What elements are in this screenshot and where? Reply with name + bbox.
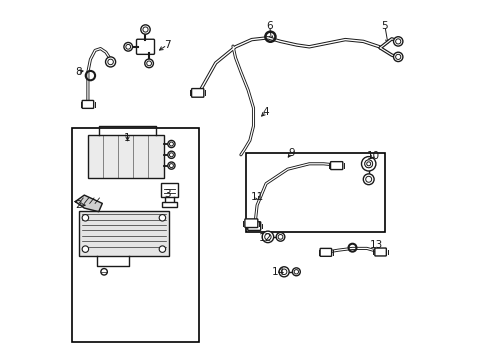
- Circle shape: [167, 162, 175, 169]
- Circle shape: [366, 162, 370, 166]
- Text: 1: 1: [124, 132, 131, 143]
- Text: 11: 11: [250, 192, 263, 202]
- Circle shape: [82, 215, 88, 221]
- Circle shape: [159, 246, 165, 252]
- Circle shape: [169, 163, 173, 167]
- Circle shape: [292, 268, 300, 276]
- Bar: [88, 135, 163, 178]
- FancyBboxPatch shape: [374, 248, 386, 256]
- FancyBboxPatch shape: [82, 100, 94, 108]
- Circle shape: [281, 269, 286, 275]
- Circle shape: [159, 215, 165, 221]
- Circle shape: [142, 27, 148, 32]
- FancyBboxPatch shape: [191, 89, 203, 97]
- Circle shape: [141, 25, 150, 34]
- Text: 8: 8: [75, 67, 81, 77]
- Circle shape: [262, 231, 273, 243]
- Circle shape: [365, 176, 371, 182]
- Circle shape: [395, 54, 400, 59]
- Circle shape: [105, 57, 115, 67]
- Circle shape: [361, 157, 375, 171]
- Circle shape: [144, 59, 153, 68]
- Circle shape: [125, 44, 130, 49]
- Text: 14: 14: [271, 267, 285, 277]
- Circle shape: [395, 39, 400, 44]
- Circle shape: [107, 59, 113, 65]
- Circle shape: [278, 234, 282, 239]
- FancyBboxPatch shape: [247, 222, 260, 230]
- Text: 6: 6: [266, 21, 272, 31]
- Circle shape: [276, 233, 284, 241]
- Bar: [246, 153, 384, 232]
- FancyBboxPatch shape: [330, 162, 342, 170]
- Circle shape: [167, 140, 175, 148]
- Circle shape: [264, 234, 270, 240]
- Circle shape: [294, 270, 298, 274]
- Circle shape: [167, 151, 175, 158]
- Text: 5: 5: [381, 21, 387, 31]
- Circle shape: [82, 246, 88, 252]
- Circle shape: [123, 42, 132, 51]
- FancyBboxPatch shape: [136, 39, 154, 54]
- Text: 7: 7: [163, 40, 170, 50]
- Circle shape: [393, 37, 402, 46]
- Bar: [79, 211, 168, 256]
- Circle shape: [364, 160, 372, 168]
- Polygon shape: [75, 195, 102, 212]
- Circle shape: [101, 269, 107, 275]
- Text: 9: 9: [287, 148, 294, 158]
- Circle shape: [393, 52, 402, 62]
- Circle shape: [169, 142, 173, 146]
- FancyBboxPatch shape: [244, 219, 257, 228]
- Text: 4: 4: [262, 107, 269, 117]
- Text: 12: 12: [258, 233, 271, 243]
- Circle shape: [169, 153, 173, 157]
- Text: 10: 10: [366, 150, 379, 161]
- Text: 13: 13: [369, 240, 383, 250]
- FancyBboxPatch shape: [320, 248, 331, 256]
- Text: 3: 3: [163, 189, 170, 199]
- Circle shape: [365, 160, 371, 167]
- Circle shape: [363, 174, 373, 185]
- Bar: [162, 202, 177, 207]
- Circle shape: [279, 267, 288, 277]
- Bar: [72, 128, 199, 342]
- Bar: [161, 183, 178, 197]
- Text: 2: 2: [75, 200, 81, 210]
- Circle shape: [146, 61, 151, 66]
